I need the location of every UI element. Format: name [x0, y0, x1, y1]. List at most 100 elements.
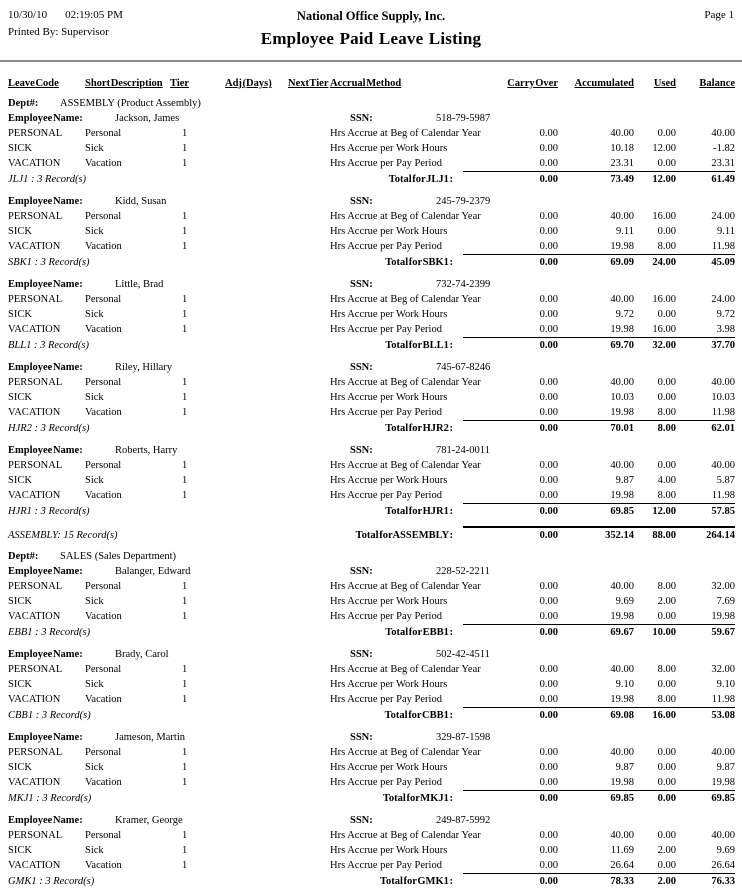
- accumulated-value: 9.11: [616, 226, 634, 237]
- used-value: 8.00: [657, 664, 676, 675]
- leave-code: PERSONAL: [8, 747, 63, 758]
- leave-tier: 1: [182, 143, 188, 154]
- col-tier: Tier: [170, 78, 190, 89]
- leave-short-description: Sick: [85, 679, 104, 690]
- leave-tier: 1: [182, 596, 188, 607]
- employee-name-label: Employee Name:: [8, 279, 83, 290]
- accrual-method: Hrs Accrue per Pay Period: [330, 324, 442, 335]
- employee-row: Employee Name: Jameson, Martin SSN: 329-87-…: [8, 730, 735, 745]
- leave-code: VACATION: [8, 324, 61, 335]
- employee-name-label: Employee Name:: [8, 113, 83, 124]
- employee-row: Employee Name: Brady, Carol SSN: 502-42-451…: [8, 647, 735, 662]
- leave-tier: 1: [182, 845, 188, 856]
- used-value: 16.00: [652, 324, 676, 335]
- total-balance: 57.85: [676, 503, 735, 519]
- carry-over-value: 0.00: [539, 830, 558, 841]
- used-value: 0.00: [657, 226, 676, 237]
- total-balance: 76.33: [676, 873, 735, 889]
- employee-total-row: EBB1 : 3 Record(s) Total for EBB1 : 0.00 69…: [8, 624, 735, 640]
- used-value: 4.00: [657, 475, 676, 486]
- leave-next-tier: [288, 858, 330, 873]
- accumulated-value: 10.03: [610, 392, 634, 403]
- record-count-note: EBB1 : 3 Record(s): [8, 627, 91, 638]
- used-value: 0.00: [657, 860, 676, 871]
- accrual-method: Hrs Accrue per Work Hours: [330, 596, 448, 607]
- leave-short-description: Vacation: [85, 694, 122, 705]
- accrual-method: Hrs Accrue per Work Hours: [330, 762, 448, 773]
- carry-over-value: 0.00: [539, 128, 558, 139]
- carry-over-value: 0.00: [539, 611, 558, 622]
- used-value: 8.00: [657, 581, 676, 592]
- accrual-method: Hrs Accrue at Beg of Calendar Year: [330, 581, 481, 592]
- accrual-method: Hrs Accrue at Beg of Calendar Year: [330, 747, 481, 758]
- leave-row: PERSONAL Personal 1 Hrs Accrue at Beg of Ca…: [8, 458, 735, 473]
- leave-tier: 1: [182, 581, 188, 592]
- employee-total-row: JLJ1 : 3 Record(s) Total for JLJ1 : 0.00 73…: [8, 171, 735, 187]
- leave-next-tier: [288, 828, 330, 843]
- balance-value: 11.98: [711, 490, 735, 501]
- col-carry-over: Carry Over: [507, 78, 558, 89]
- leave-code: PERSONAL: [8, 128, 63, 139]
- carry-over-value: 0.00: [539, 664, 558, 675]
- balance-value: 23.31: [711, 158, 735, 169]
- leave-code: SICK: [8, 143, 32, 154]
- leave-code: SICK: [8, 309, 32, 320]
- leave-tier: 1: [182, 309, 188, 320]
- report-time: 02:19:05 PM: [65, 9, 123, 21]
- leave-adj-days: [225, 375, 288, 390]
- accrual-method: Hrs Accrue at Beg of Calendar Year: [330, 294, 481, 305]
- balance-value: -1.82: [713, 143, 735, 154]
- col-leave-code: Leave Code: [8, 78, 59, 89]
- total-label: Total for HJR2 :: [385, 423, 453, 434]
- leave-short-description: Vacation: [85, 324, 122, 335]
- leave-tier: 1: [182, 128, 188, 139]
- accrual-method: Hrs Accrue at Beg of Calendar Year: [330, 128, 481, 139]
- leave-next-tier: [288, 126, 330, 141]
- leave-short-description: Vacation: [85, 490, 122, 501]
- leave-row: VACATION Vacation 1 Hrs Accrue per Pay Peri…: [8, 858, 735, 873]
- leave-row: PERSONAL Personal 1 Hrs Accrue at Beg of Ca…: [8, 579, 735, 594]
- carry-over-value: 0.00: [539, 694, 558, 705]
- leave-tier: 1: [182, 694, 188, 705]
- leave-short-description: Sick: [85, 845, 104, 856]
- accumulated-value: 19.98: [610, 694, 634, 705]
- accrual-method: Hrs Accrue per Work Hours: [330, 475, 448, 486]
- balance-value: 9.72: [716, 309, 735, 320]
- accrual-method: Hrs Accrue at Beg of Calendar Year: [330, 377, 481, 388]
- accumulated-value: 26.64: [610, 860, 634, 871]
- leave-short-description: Vacation: [85, 158, 122, 169]
- balance-value: 26.64: [711, 860, 735, 871]
- balance-value: 32.00: [711, 581, 735, 592]
- dept-total-used: 88.00: [634, 526, 676, 543]
- used-value: 0.00: [657, 762, 676, 773]
- leave-row: VACATION Vacation 1 Hrs Accrue per Pay Peri…: [8, 775, 735, 790]
- balance-value: 40.00: [711, 128, 735, 139]
- total-accumulated: 69.08: [558, 707, 634, 723]
- accumulated-value: 9.72: [615, 309, 634, 320]
- balance-value: 40.00: [711, 460, 735, 471]
- accrual-method: Hrs Accrue per Pay Period: [330, 860, 442, 871]
- leave-row: SICK Sick 1 Hrs Accrue per Work Hours 0.00 9.…: [8, 224, 735, 239]
- total-carry-over: 0.00: [463, 420, 558, 436]
- employee-name: Kidd, Susan: [115, 196, 167, 207]
- total-used: 8.00: [634, 420, 676, 436]
- leave-next-tier: [288, 692, 330, 707]
- record-count-note: BLL1 : 3 Record(s): [8, 340, 89, 351]
- leave-code: VACATION: [8, 777, 61, 788]
- leave-tier: 1: [182, 762, 188, 773]
- ssn-value: 249-87-5992: [436, 815, 491, 826]
- leave-next-tier: [288, 209, 330, 224]
- total-used: 0.00: [634, 790, 676, 806]
- leave-next-tier: [288, 405, 330, 420]
- record-count-note: HJR1 : 3 Record(s): [8, 506, 90, 517]
- leave-next-tier: [288, 224, 330, 239]
- employee-row: Employee Name: Riley, Hillary SSN: 745-67-8…: [8, 360, 735, 375]
- ssn-value: 781-24-0011: [436, 445, 490, 456]
- leave-short-description: Sick: [85, 596, 104, 607]
- employee-row: Employee Name: Balanger, Edward SSN: 228-52…: [8, 564, 735, 579]
- leave-tier: 1: [182, 830, 188, 841]
- leave-next-tier: [288, 609, 330, 624]
- balance-value: 19.98: [711, 777, 735, 788]
- record-count-note: CBB1 : 3 Record(s): [8, 710, 91, 721]
